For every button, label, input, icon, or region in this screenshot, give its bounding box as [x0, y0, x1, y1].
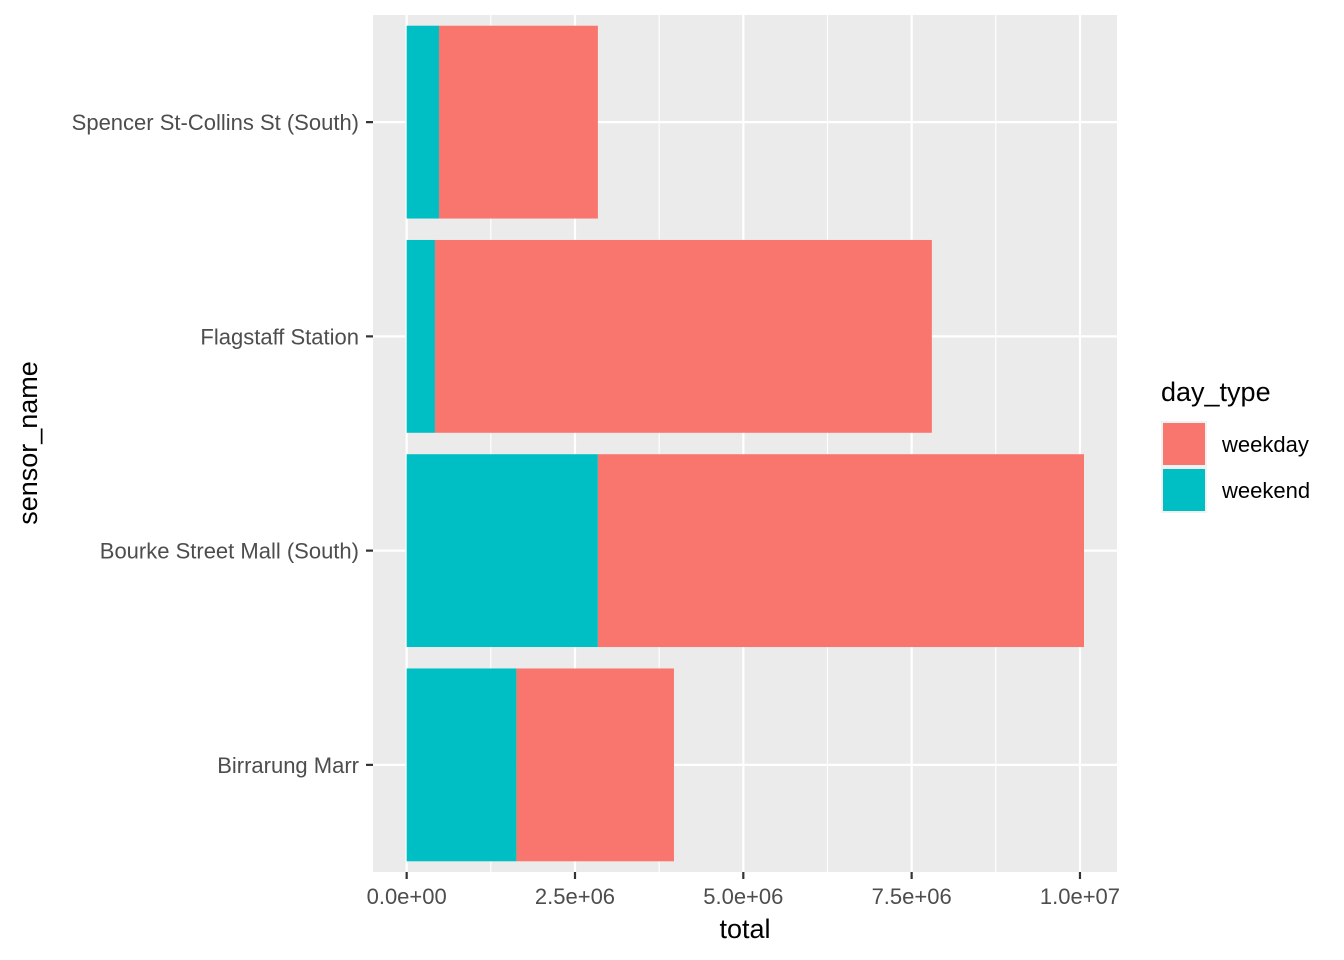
legend-swatch-weekday [1163, 423, 1205, 465]
bar-weekday [597, 454, 1085, 648]
y-axis-title: sensor_name [13, 361, 43, 525]
bar-weekend [406, 25, 439, 219]
bar-weekday [434, 239, 932, 433]
bars-layer [406, 25, 1085, 862]
y-tick-label: Bourke Street Mall (South) [100, 539, 359, 564]
bar-weekend [406, 239, 435, 433]
x-axis-title: total [719, 914, 770, 944]
x-tick-label: 0.0e+00 [367, 884, 447, 909]
x-tick-label: 7.5e+06 [872, 884, 952, 909]
bar-weekday [516, 668, 674, 862]
y-tick-label: Flagstaff Station [200, 324, 359, 349]
x-tick-label: 2.5e+06 [535, 884, 615, 909]
x-tick-label: 5.0e+06 [703, 884, 783, 909]
x-tick-label: 1.0e+07 [1040, 884, 1120, 909]
legend-title: day_type [1161, 377, 1271, 407]
legend: day_type weekday weekend [1161, 377, 1310, 513]
bar-weekend [406, 668, 517, 862]
y-tick-label: Spencer St-Collins St (South) [72, 110, 359, 135]
legend-label: weekend [1221, 478, 1310, 503]
y-axis: Spencer St-Collins St (South) Flagstaff S… [72, 110, 373, 778]
x-axis: 0.0e+00 2.5e+06 5.0e+06 7.5e+06 1.0e+07 [367, 872, 1120, 909]
y-tick-label: Birrarung Marr [217, 753, 359, 778]
bar-weekend [406, 454, 598, 648]
legend-keys: weekday weekend [1161, 421, 1310, 513]
legend-swatch-weekend [1163, 469, 1205, 511]
legend-label: weekday [1221, 432, 1309, 457]
bar-weekday [438, 25, 598, 219]
